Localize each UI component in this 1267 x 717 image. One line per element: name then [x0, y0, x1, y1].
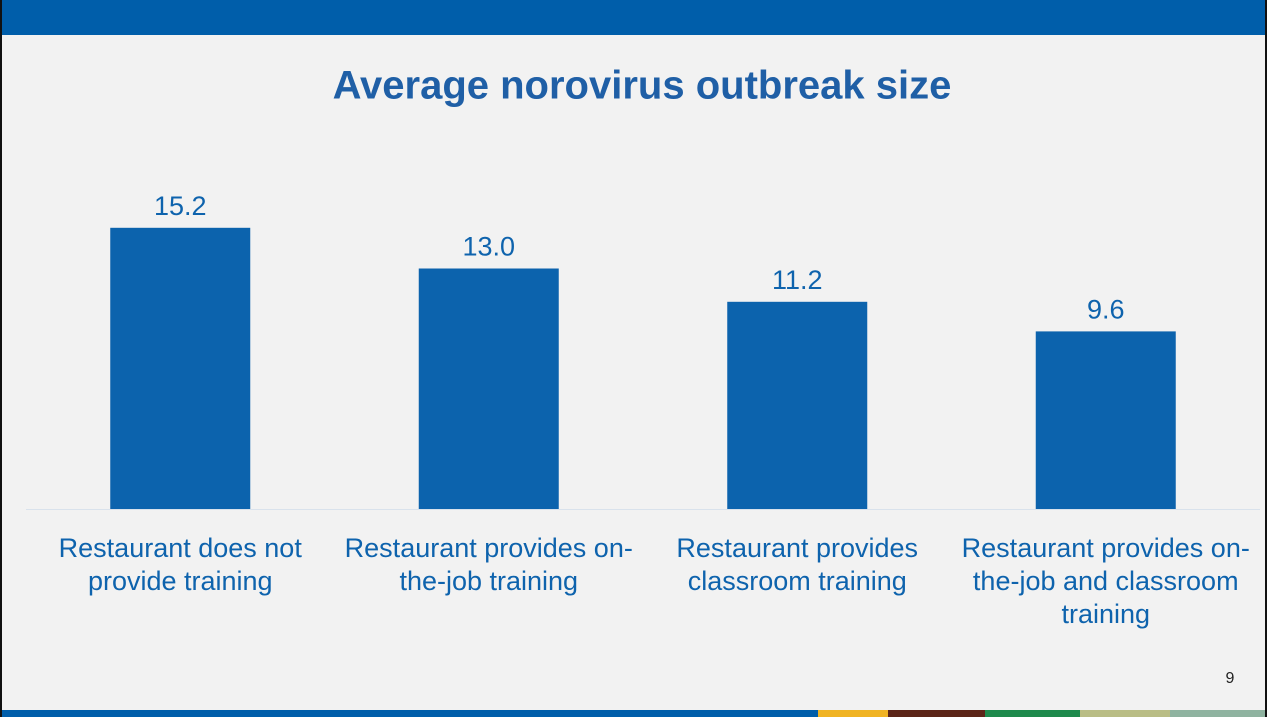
- bottom-band: [1080, 710, 1170, 717]
- page-number: 9: [1226, 670, 1235, 687]
- chart-title: Average norovirus outbreak size: [333, 64, 952, 108]
- bar: [1035, 331, 1176, 509]
- bar: [418, 268, 559, 509]
- x-tick-label: Restaurant does not provide training: [58, 533, 302, 596]
- x-tick-label: Restaurant provides on-the-job training: [344, 533, 633, 596]
- bar: [110, 227, 251, 510]
- value-label: 9.6: [1087, 295, 1125, 325]
- value-label: 15.2: [154, 191, 207, 221]
- bottom-band: [1170, 710, 1265, 717]
- bar: [727, 301, 868, 509]
- value-label: 13.0: [462, 232, 515, 262]
- top-band: [2, 0, 1265, 35]
- value-label: 11.2: [772, 265, 823, 295]
- x-tick-label: Restaurant provides on-the-job and class…: [961, 533, 1250, 629]
- bottom-band: [888, 710, 985, 717]
- bottom-band: [818, 710, 888, 717]
- x-tick-label: Restaurant provides classroom training: [676, 533, 919, 596]
- bottom-band: [2, 710, 818, 717]
- bottom-band: [985, 710, 1080, 717]
